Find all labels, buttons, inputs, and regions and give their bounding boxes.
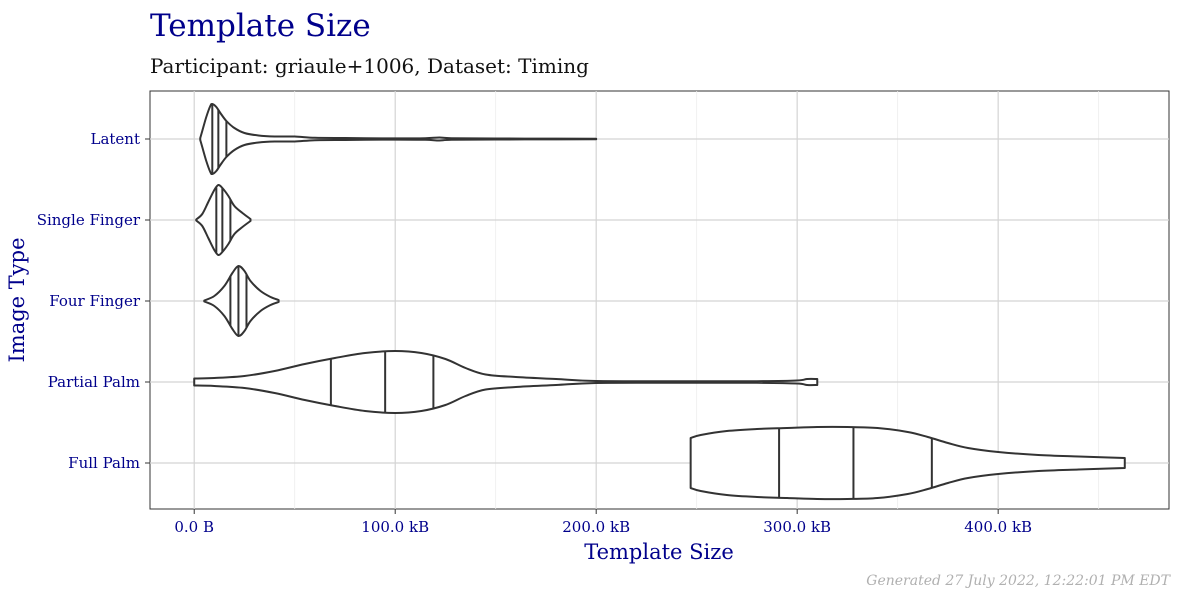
x-tick-label: 200.0 kB <box>562 518 630 536</box>
y-axis-title: Image Type <box>5 237 29 362</box>
x-tick-label: 400.0 kB <box>964 518 1032 536</box>
plot-panel <box>149 90 1170 510</box>
violin-body <box>689 425 1126 501</box>
y-tick-label: Partial Palm <box>48 373 140 391</box>
violin-body <box>203 264 280 338</box>
violin-latent <box>199 102 598 176</box>
grid-lines <box>150 91 1169 509</box>
chart-subtitle: Participant: griaule+1006, Dataset: Timi… <box>150 54 589 78</box>
violin-body <box>199 102 598 176</box>
violin-four-finger <box>203 264 280 338</box>
x-tick-label: 0.0 B <box>174 518 214 536</box>
violins <box>193 102 1126 501</box>
x-tick-label: 100.0 kB <box>361 518 429 536</box>
x-axis-title: Template Size <box>584 540 734 564</box>
generated-caption: Generated 27 July 2022, 12:22:01 PM EDT <box>866 573 1170 589</box>
y-tick-label: Latent <box>91 130 141 148</box>
violin-single-finger <box>195 183 252 257</box>
y-tick-label: Four Finger <box>49 292 141 310</box>
x-axis: 0.0 B 100.0 kB 200.0 kB 300.0 kB 400.0 kB <box>174 509 1032 536</box>
y-tick-label: Full Palm <box>68 454 140 472</box>
x-tick-label: 300.0 kB <box>763 518 831 536</box>
violin-body <box>193 350 819 414</box>
y-axis: Latent Single Finger Four Finger Partial Pa… <box>37 130 150 472</box>
violin-full-palm <box>689 425 1126 501</box>
y-tick-label: Single Finger <box>37 211 141 229</box>
chart-title: Template Size <box>150 8 371 44</box>
violin-partial-palm <box>193 350 819 414</box>
violin-body <box>195 183 252 257</box>
